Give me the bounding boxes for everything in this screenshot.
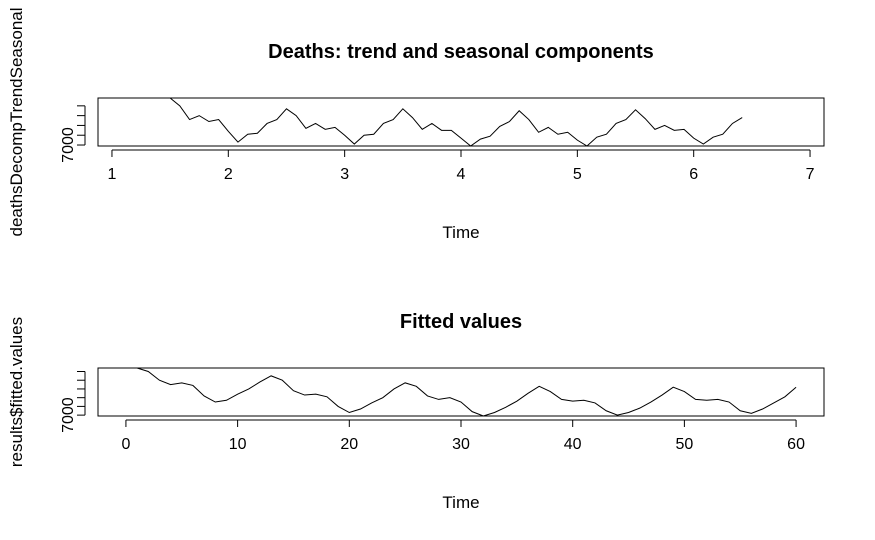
trend-seasonal-panel: Deaths: trend and seasonal components 1 2…: [7, 7, 825, 242]
x-tick-label: 5: [573, 166, 582, 183]
chart-title: Deaths: trend and seasonal components: [268, 41, 654, 63]
series-line: [169, 97, 743, 147]
plot-frame: [97, 367, 825, 417]
x-axis: 0 10 20 30 40 50 60: [121, 419, 805, 453]
series-line: [136, 367, 797, 417]
x-axis-title: Time: [442, 493, 479, 512]
x-tick-label: 0: [121, 436, 130, 453]
x-tick-label: 3: [340, 166, 349, 183]
x-tick-label: 50: [675, 436, 693, 453]
x-tick-label: 7: [806, 166, 815, 183]
x-axis: 1 2 3 4 5 6 7: [108, 149, 815, 183]
y-axis: 7000: [60, 105, 86, 163]
fitted-values-panel: Fitted values 0 10 20 30 40 50 60 7000 Time re…: [7, 311, 825, 512]
x-tick-label: 1: [108, 166, 117, 183]
y-tick-label: 7000: [60, 127, 77, 163]
y-axis-title: results$fitted.values: [7, 317, 26, 467]
x-axis-title: Time: [442, 223, 479, 242]
y-tick-label: 7000: [60, 397, 77, 433]
x-tick-label: 6: [689, 166, 698, 183]
x-tick-label: 60: [787, 436, 805, 453]
x-tick-label: 30: [452, 436, 470, 453]
chart-title: Fitted values: [400, 311, 522, 333]
y-axis: 7000: [60, 370, 86, 433]
x-tick-label: 2: [224, 166, 233, 183]
y-axis-title: deathsDecompTrendSeasonal: [7, 7, 26, 236]
x-tick-label: 40: [564, 436, 582, 453]
plot-frame: [97, 97, 825, 147]
x-tick-label: 20: [340, 436, 358, 453]
x-tick-label: 4: [457, 166, 466, 183]
x-tick-label: 10: [229, 436, 247, 453]
